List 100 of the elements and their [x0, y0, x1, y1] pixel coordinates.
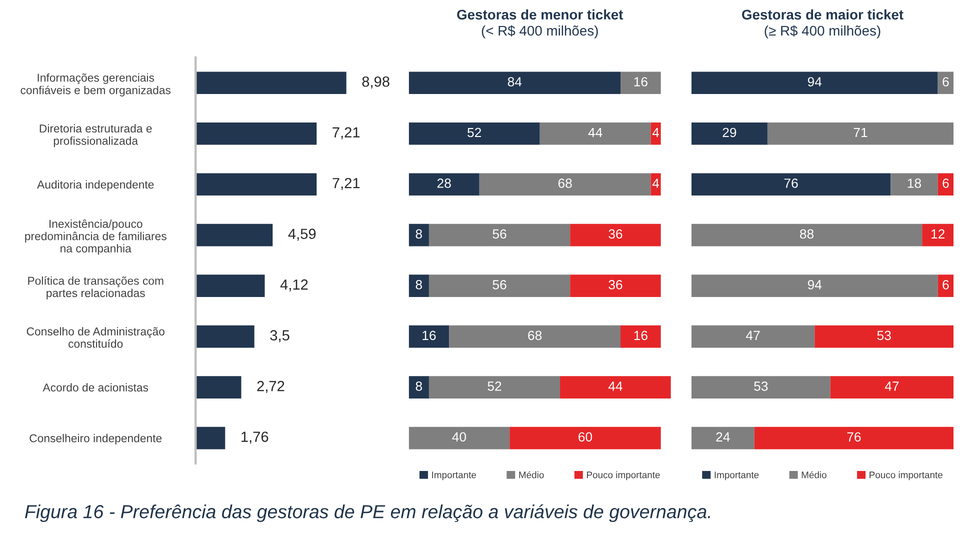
data-label: 6 — [942, 280, 949, 290]
bar — [650, 122, 661, 145]
data-label: 7,21 — [332, 127, 360, 140]
bar — [196, 122, 317, 145]
data-label: 94 — [808, 77, 822, 86]
bar — [650, 173, 661, 196]
y-tick-label: Informações gerenciais confiáveis e bem organizadas — [20, 73, 171, 96]
chart-title: Gestoras de maior ticket — [742, 9, 904, 20]
bar — [938, 173, 954, 196]
data-label: 4,12 — [280, 279, 308, 292]
data-label: 16 — [422, 330, 436, 340]
bar — [691, 224, 922, 246]
bar — [196, 325, 254, 348]
y-tick-label: Conselho de Administração constituído — [26, 327, 164, 348]
bar — [754, 426, 954, 450]
bar — [428, 224, 570, 246]
bar — [196, 72, 346, 94]
y-tick-label: Acordo de acionistas — [42, 383, 148, 392]
bar — [408, 224, 429, 246]
data-label: 94 — [808, 280, 822, 290]
legend-label: Importante — [714, 472, 759, 480]
bar — [691, 426, 754, 450]
bar — [408, 274, 429, 297]
bar — [196, 224, 273, 246]
data-label: 2,72 — [257, 380, 284, 393]
legend-label: Médio — [802, 471, 826, 478]
bar — [691, 325, 815, 348]
data-label: 44 — [588, 128, 602, 138]
data-label: 36 — [608, 229, 622, 239]
data-label: 47 — [746, 330, 760, 340]
data-label: 8 — [416, 382, 422, 391]
data-label: 56 — [492, 229, 506, 239]
data-label: 8 — [416, 229, 422, 239]
bar — [408, 426, 510, 450]
bar — [196, 274, 265, 297]
bar — [890, 173, 938, 196]
bar — [691, 122, 768, 145]
bar — [620, 325, 661, 348]
bar — [449, 325, 621, 348]
data-label: 4,59 — [288, 228, 316, 241]
data-label: 16 — [634, 77, 648, 86]
data-label: 76 — [784, 178, 798, 188]
data-label: 6 — [942, 178, 949, 188]
data-label: 8 — [416, 280, 422, 290]
bar — [479, 173, 651, 196]
bar — [570, 274, 661, 297]
data-label: 47 — [884, 382, 899, 391]
bar — [408, 325, 450, 348]
data-label: 60 — [578, 432, 592, 442]
bar — [830, 376, 954, 398]
data-label: 53 — [754, 382, 768, 391]
data-label: 28 — [437, 178, 451, 188]
bar — [560, 376, 671, 398]
bar — [767, 122, 954, 145]
chart-subtitle: (≥ R$ 400 milhões) — [764, 25, 880, 38]
data-label: 56 — [492, 280, 506, 290]
data-label: 53 — [877, 330, 891, 340]
bar — [938, 72, 954, 94]
data-label: 52 — [488, 382, 502, 391]
bar — [922, 224, 954, 246]
data-label: 1,76 — [242, 432, 268, 444]
data-label: 24 — [716, 432, 730, 442]
data-label: 76 — [847, 432, 861, 442]
data-label: 4 — [652, 128, 660, 138]
y-tick-label: Conselheiro independente — [30, 434, 162, 445]
data-label: 88 — [800, 229, 814, 239]
bar — [691, 274, 938, 297]
legend-label: Pouco importante — [870, 471, 942, 480]
y-tick-label: Auditoria independente — [37, 180, 154, 191]
y-tick-label: Diretoria estruturada e profissionalizada — [40, 124, 152, 148]
data-label: 7,21 — [332, 178, 360, 190]
bar — [620, 72, 661, 94]
data-label: 36 — [608, 280, 622, 290]
data-label: 44 — [608, 382, 622, 391]
bar — [691, 376, 830, 398]
text: Figura 16 - Preferência das gestoras de PE em relação a variáveis de governança. — [25, 504, 710, 522]
bar — [938, 274, 954, 297]
bar — [196, 376, 242, 398]
legend-label: Médio — [519, 471, 544, 478]
bar — [428, 274, 570, 297]
data-label: 68 — [558, 178, 572, 188]
bar — [196, 426, 226, 450]
bar — [510, 426, 661, 450]
bar — [408, 72, 621, 94]
chart-title: Gestoras de menor ticket — [457, 9, 624, 20]
y-tick-label: Inexistência/pouco predominância de familiares na companhia — [25, 219, 166, 255]
bar — [408, 122, 540, 145]
legend-label: Pouco importante — [586, 471, 660, 480]
data-label: 68 — [528, 330, 542, 340]
data-label: 40 — [452, 432, 466, 442]
data-label: 18 — [908, 178, 921, 188]
bar — [408, 376, 429, 398]
bar — [408, 173, 480, 196]
data-label: 8,98 — [362, 76, 390, 89]
data-label: 6 — [942, 77, 949, 86]
bar — [428, 376, 560, 398]
bar — [540, 122, 651, 145]
legend-label: Importante — [432, 472, 476, 480]
data-label: 84 — [508, 77, 522, 86]
bar — [570, 224, 661, 246]
